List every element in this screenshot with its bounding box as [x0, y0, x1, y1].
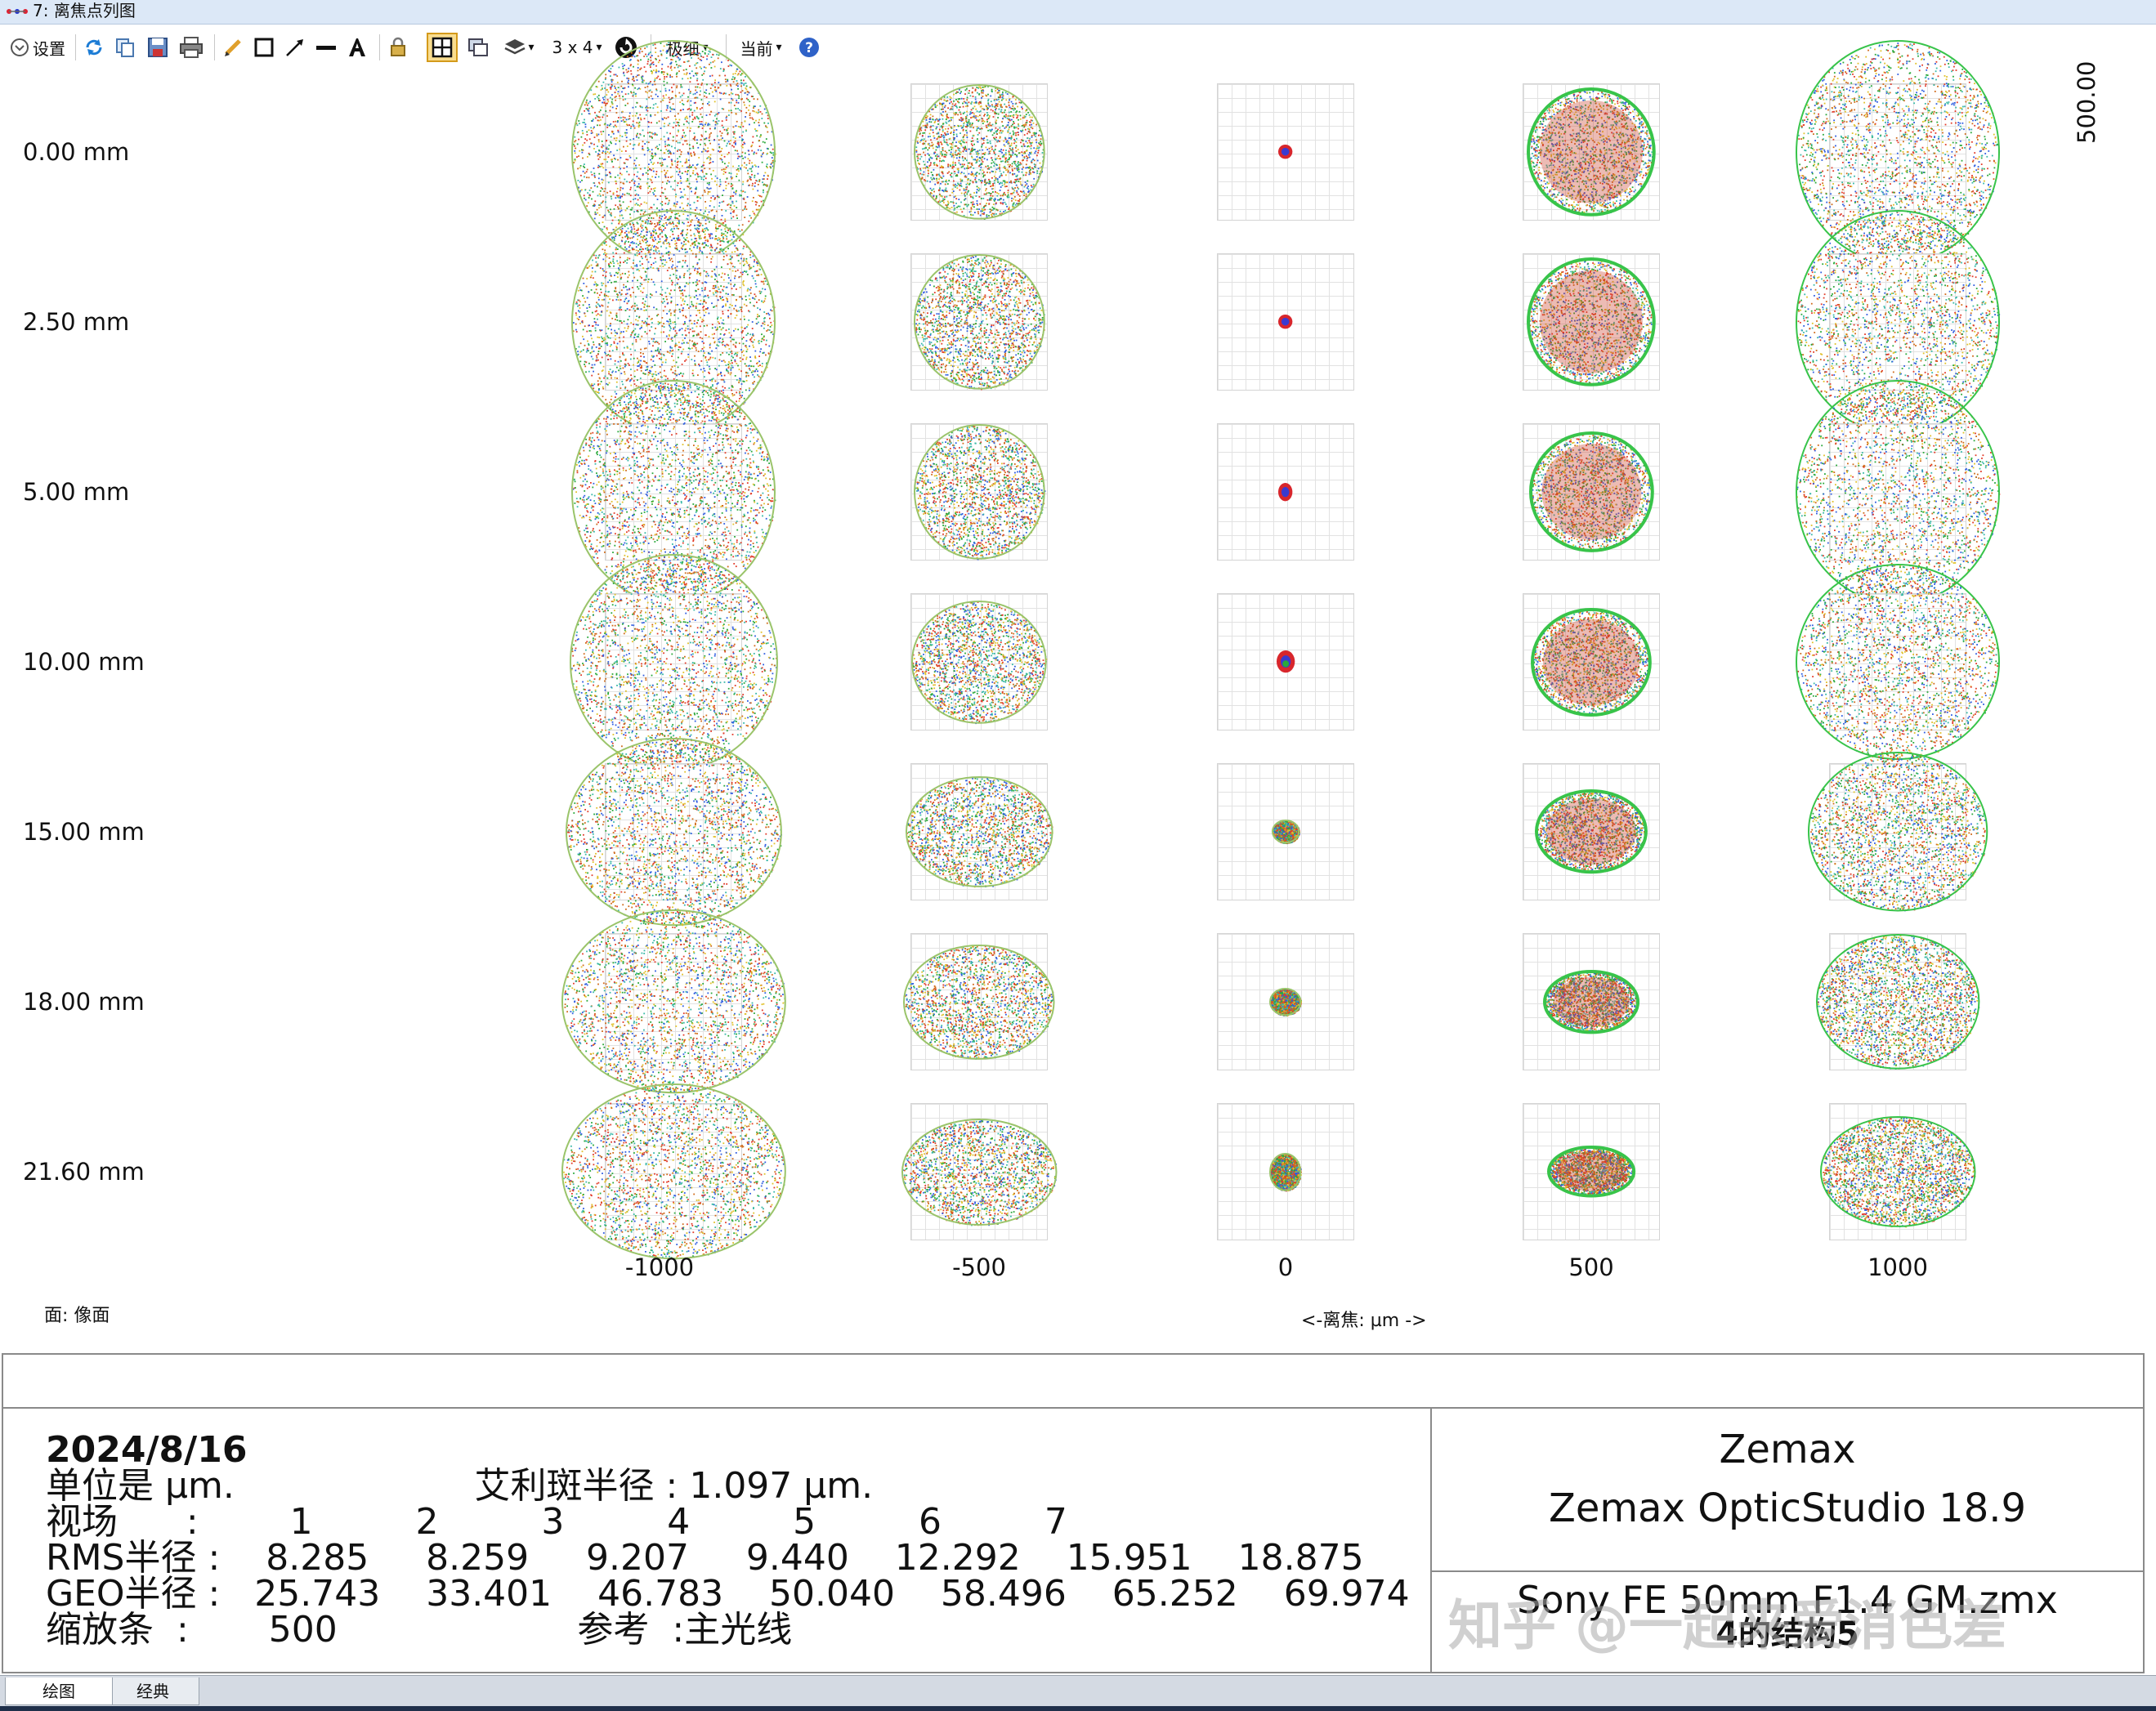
- spot-pattern: [559, 907, 789, 1096]
- field-label: 18.00 mm: [23, 988, 145, 1016]
- spot-pattern: [1793, 561, 2002, 762]
- draw-arrow-button[interactable]: [281, 33, 309, 62]
- line-icon: [315, 36, 338, 59]
- watermark: 知乎 @一起来爱消色差: [1448, 1582, 2006, 1660]
- spot-pattern: [1269, 817, 1302, 846]
- defocus-value-label: -500: [897, 1253, 1061, 1281]
- spot-pattern: [563, 735, 785, 928]
- draw-line-button[interactable]: [219, 33, 247, 62]
- spot-pattern: [1545, 1144, 1637, 1199]
- spot-pattern: [1818, 1114, 1978, 1230]
- help-icon: ?: [798, 36, 821, 59]
- toolbar-divider: [214, 34, 215, 60]
- window-title: 7: 离焦点列图: [33, 1, 136, 20]
- layers-dropdown[interactable]: ▾: [499, 33, 539, 62]
- toolbar-divider: [75, 34, 76, 60]
- spot-pattern: [1533, 788, 1649, 875]
- spot-pattern: [911, 422, 1048, 562]
- chevron-down-icon: [10, 38, 29, 57]
- save-button[interactable]: [144, 33, 172, 62]
- draw-rectangle-button[interactable]: [250, 33, 278, 62]
- company-name: Zemax: [1432, 1427, 2143, 1472]
- spot-pattern: [1525, 256, 1657, 388]
- text-icon: [346, 36, 369, 59]
- panel-header-strip: [3, 1355, 2143, 1409]
- field-label: 2.50 mm: [23, 308, 129, 336]
- spot-pattern: [1267, 985, 1304, 1018]
- scale-reference-line: 缩放条 : 500 参考 :主光线: [46, 1610, 792, 1651]
- spot-pattern: [1275, 311, 1295, 332]
- spot-pattern: [1814, 931, 1982, 1072]
- layers-icon: [503, 36, 526, 59]
- tab-classic[interactable]: 经典: [106, 1677, 199, 1705]
- spot-pattern: [899, 1116, 1059, 1228]
- copy-icon: [114, 36, 136, 59]
- spot-pattern: [903, 774, 1056, 890]
- tab-plot[interactable]: 绘图: [5, 1677, 113, 1705]
- printer-icon: [179, 36, 204, 59]
- refresh-icon: [83, 36, 105, 59]
- spot-pattern: [1273, 647, 1298, 676]
- spot-pattern: [1525, 86, 1657, 218]
- spot-pattern: [911, 252, 1048, 392]
- product-name: Zemax OpticStudio 18.9: [1432, 1485, 2143, 1531]
- defocus-value-label: 500: [1510, 1253, 1673, 1281]
- spot-pattern: [1529, 606, 1653, 718]
- status-strip: [0, 1706, 2156, 1711]
- analysis-info: 2024/8/16 单位是 µm. 艾利斑半径 : 1.097 µm. 视场 :…: [3, 1409, 1432, 1672]
- arrow-icon: [284, 36, 306, 59]
- pencil-icon: [221, 36, 244, 59]
- spot-diagram-window-icon: [5, 3, 29, 20]
- software-brand-box: Zemax Zemax OpticStudio 18.9: [1432, 1409, 2143, 1572]
- rectangle-icon: [253, 36, 275, 59]
- lock-button[interactable]: [384, 33, 412, 62]
- defocus-value-label: -1000: [578, 1253, 741, 1281]
- layout-grid-button[interactable]: [427, 33, 458, 62]
- svg-text:?: ?: [805, 40, 813, 56]
- title-bar: 7: 离焦点列图: [0, 0, 2156, 25]
- refresh-button[interactable]: [80, 33, 108, 62]
- defocus-value-label: 1000: [1816, 1253, 1979, 1281]
- scale-bar-label: 500.00: [2073, 61, 2100, 144]
- field-label: 5.00 mm: [23, 478, 129, 506]
- surface-label: 面: 像面: [44, 1301, 110, 1327]
- field-label: 21.60 mm: [23, 1158, 145, 1186]
- draw-text-button[interactable]: [343, 33, 371, 62]
- help-button[interactable]: ?: [794, 33, 824, 62]
- defocus-value-label: 0: [1204, 1253, 1367, 1281]
- spot-diagram-plot: 0.00 mm 2.50 mm 5.00 mm 10.00 mm 15.00 mm 18.…: [0, 70, 2156, 1353]
- window-overlay-button[interactable]: [464, 33, 492, 62]
- spot-pattern: [1541, 968, 1641, 1035]
- spot-pattern: [901, 942, 1058, 1062]
- spot-pattern: [1805, 749, 1990, 914]
- copy-button[interactable]: [111, 33, 139, 62]
- spot-pattern: [909, 598, 1049, 726]
- spot-pattern: [559, 1081, 789, 1262]
- settings-button[interactable]: 设置: [5, 33, 70, 62]
- spot-pattern: [1275, 480, 1295, 504]
- windows-icon: [467, 36, 490, 59]
- settings-label: 设置: [33, 36, 65, 60]
- print-button[interactable]: [177, 33, 206, 62]
- field-label: 0.00 mm: [23, 138, 129, 166]
- spot-pattern: [911, 82, 1048, 222]
- chevron-down-icon: ▾: [528, 41, 534, 54]
- field-label: 10.00 mm: [23, 648, 145, 676]
- save-icon: [146, 36, 169, 59]
- field-label: 15.00 mm: [23, 818, 145, 846]
- spot-pattern: [1528, 430, 1656, 554]
- grid-layout-icon: [431, 36, 454, 59]
- toolbar-divider: [379, 34, 380, 60]
- spot-pattern: [1267, 1150, 1304, 1194]
- spot-pattern: [1275, 141, 1295, 162]
- defocus-axis-label: <-离焦: µm ->: [1301, 1306, 1427, 1332]
- lock-icon: [387, 36, 409, 59]
- draw-dash-button[interactable]: [312, 33, 340, 62]
